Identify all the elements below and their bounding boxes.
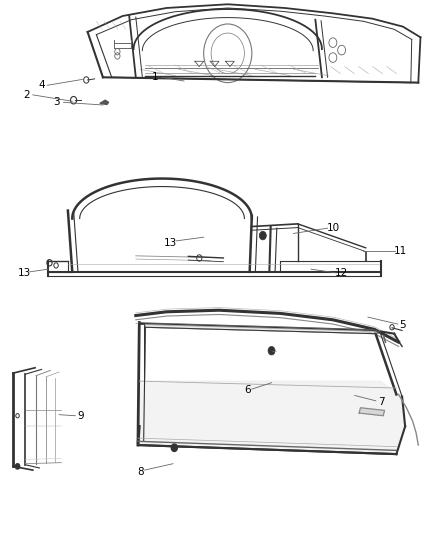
Text: 7: 7	[378, 398, 385, 407]
Text: 6: 6	[244, 385, 251, 395]
Text: 3: 3	[53, 98, 60, 107]
Text: 12: 12	[335, 268, 348, 278]
Circle shape	[259, 231, 266, 240]
Text: 4: 4	[38, 80, 45, 90]
Text: 1: 1	[152, 72, 159, 82]
Polygon shape	[359, 408, 385, 416]
Circle shape	[171, 444, 177, 451]
Text: 8: 8	[137, 467, 144, 477]
Polygon shape	[100, 100, 109, 104]
Text: 13: 13	[18, 268, 31, 278]
Circle shape	[268, 346, 275, 355]
Text: 13: 13	[164, 238, 177, 247]
Text: 9: 9	[78, 411, 85, 421]
Text: 2: 2	[23, 90, 30, 100]
Text: 5: 5	[399, 320, 406, 330]
Circle shape	[15, 464, 20, 469]
Polygon shape	[138, 381, 405, 454]
Polygon shape	[145, 324, 380, 381]
Text: 10: 10	[326, 223, 339, 233]
Text: 11: 11	[394, 246, 407, 255]
